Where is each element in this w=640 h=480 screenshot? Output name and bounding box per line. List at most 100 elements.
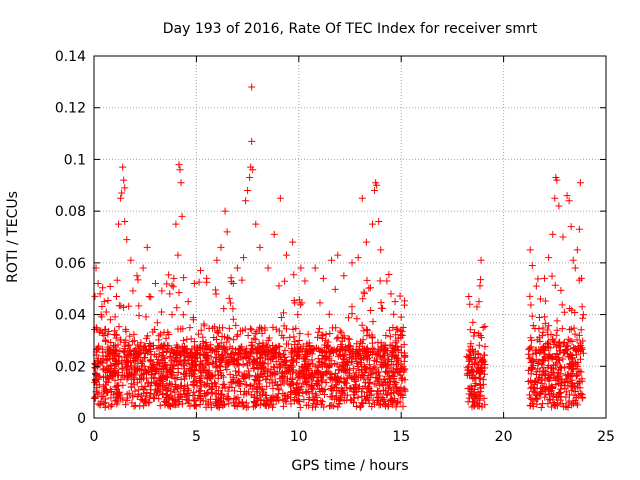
roti-point bbox=[366, 378, 374, 386]
roti-point bbox=[111, 397, 119, 405]
roti-point bbox=[141, 354, 149, 362]
roti-point bbox=[566, 305, 574, 313]
roti-point bbox=[264, 264, 272, 272]
roti-point bbox=[529, 358, 537, 366]
roti-point bbox=[541, 319, 549, 327]
roti-point bbox=[213, 256, 221, 264]
roti-point bbox=[234, 359, 242, 367]
roti-point bbox=[180, 336, 188, 344]
roti-point bbox=[197, 396, 205, 404]
roti-point bbox=[217, 243, 225, 251]
roti-point bbox=[107, 338, 115, 346]
roti-point bbox=[325, 362, 333, 370]
roti-point bbox=[174, 365, 182, 373]
roti-point bbox=[246, 174, 254, 182]
roti-point bbox=[538, 332, 546, 340]
roti-point bbox=[113, 396, 121, 404]
roti-point bbox=[151, 364, 159, 372]
roti-point bbox=[472, 393, 480, 401]
roti-point bbox=[173, 304, 181, 312]
roti-point bbox=[213, 390, 221, 398]
roti-point bbox=[566, 326, 574, 334]
roti-point bbox=[579, 314, 587, 322]
roti-point bbox=[311, 345, 319, 353]
roti-point bbox=[346, 335, 354, 343]
roti-point bbox=[123, 390, 131, 398]
roti-point bbox=[165, 271, 173, 279]
roti-point bbox=[146, 382, 154, 390]
roti-point bbox=[306, 349, 314, 357]
roti-point bbox=[353, 360, 361, 368]
roti-point bbox=[561, 384, 569, 392]
roti-point bbox=[564, 342, 572, 350]
roti-point bbox=[233, 264, 241, 272]
roti-point bbox=[248, 137, 256, 145]
roti-point bbox=[334, 352, 342, 360]
roti-point bbox=[556, 396, 564, 404]
roti-point bbox=[116, 391, 124, 399]
roti-point bbox=[383, 390, 391, 398]
roti-point bbox=[535, 313, 543, 321]
roti-point bbox=[104, 297, 112, 305]
roti-point bbox=[205, 367, 213, 375]
roti-point bbox=[337, 374, 345, 382]
roti-point bbox=[130, 357, 138, 365]
roti-point bbox=[331, 383, 339, 391]
roti-point bbox=[205, 360, 213, 368]
roti-point bbox=[295, 397, 303, 405]
roti-point bbox=[368, 339, 376, 347]
roti-point bbox=[202, 343, 210, 351]
roti-point bbox=[387, 290, 395, 298]
roti-point bbox=[233, 332, 241, 340]
roti-point bbox=[223, 392, 231, 400]
roti-point bbox=[541, 274, 549, 282]
roti-point bbox=[375, 217, 383, 225]
roti-point bbox=[212, 335, 220, 343]
roti-point bbox=[287, 400, 295, 408]
roti-point bbox=[259, 339, 267, 347]
roti-point bbox=[539, 367, 547, 375]
roti-point bbox=[229, 357, 237, 365]
roti-point bbox=[317, 397, 325, 405]
roti-point bbox=[195, 278, 203, 286]
roti-point bbox=[142, 334, 150, 342]
roti-point bbox=[225, 324, 233, 332]
roti-point bbox=[248, 83, 256, 91]
roti-point bbox=[365, 361, 373, 369]
roti-point bbox=[190, 388, 198, 396]
roti-point bbox=[131, 401, 139, 409]
roti-point bbox=[298, 362, 306, 370]
roti-point bbox=[551, 338, 559, 346]
roti-point bbox=[286, 370, 294, 378]
roti-point bbox=[220, 394, 228, 402]
roti-point bbox=[331, 285, 339, 293]
roti-point bbox=[101, 337, 109, 345]
roti-point bbox=[469, 374, 477, 382]
roti-point bbox=[247, 342, 255, 350]
roti-point bbox=[575, 225, 583, 233]
roti-point bbox=[218, 333, 226, 341]
roti-point bbox=[227, 274, 235, 282]
roti-point bbox=[213, 361, 221, 369]
roti-point bbox=[345, 342, 353, 350]
roti-point bbox=[194, 346, 202, 354]
roti-point bbox=[359, 372, 367, 380]
roti-point bbox=[349, 346, 357, 354]
roti-point bbox=[557, 364, 565, 372]
roti-point bbox=[209, 359, 217, 367]
roti-point bbox=[575, 378, 583, 386]
roti-point bbox=[99, 329, 107, 337]
roti-point bbox=[162, 347, 170, 355]
roti-point bbox=[158, 308, 166, 316]
roti-point bbox=[136, 402, 144, 410]
roti-point bbox=[206, 374, 214, 382]
roti-point bbox=[366, 364, 374, 372]
roti-point bbox=[196, 378, 204, 386]
roti-point bbox=[473, 303, 481, 311]
roti-point bbox=[358, 321, 366, 329]
roti-point bbox=[125, 302, 133, 310]
roti-point bbox=[242, 347, 250, 355]
roti-point bbox=[120, 348, 128, 356]
roti-point bbox=[186, 402, 194, 410]
roti-point bbox=[333, 335, 341, 343]
